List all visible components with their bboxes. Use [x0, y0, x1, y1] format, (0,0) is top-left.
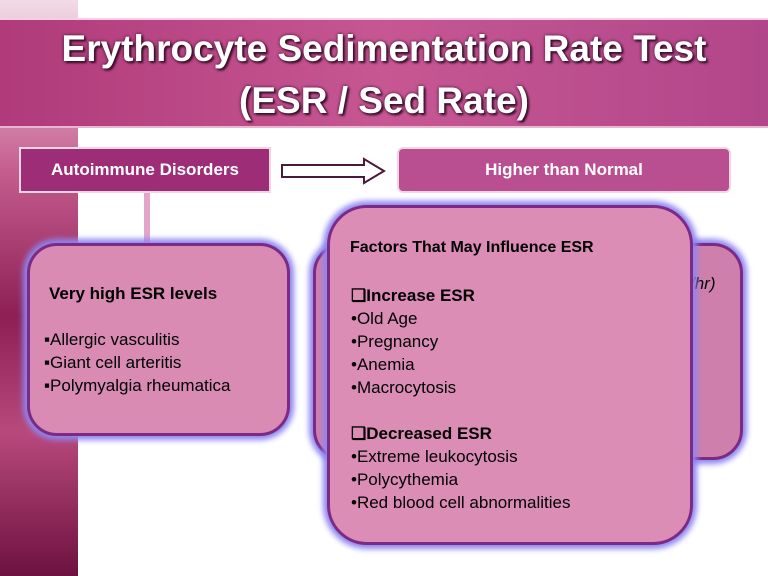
list-item: •Anemia [351, 355, 415, 374]
left-card [27, 243, 290, 436]
source-box: Autoimmune Disorders [19, 147, 271, 193]
connector [144, 193, 150, 243]
source-label: Autoimmune Disorders [51, 160, 239, 179]
card-heading: Factors That May Influence ESR [350, 239, 594, 256]
factors-card [327, 205, 693, 545]
list-item: ▪Allergic vasculitis [44, 330, 180, 349]
fragment: /hr) [690, 274, 716, 293]
group-heading: ❑Increase ESR [351, 286, 475, 305]
title-banner [0, 18, 768, 128]
result-box: Higher than Normal [397, 147, 731, 193]
title-line: (ESR / Sed Rate) [239, 80, 529, 121]
list-item: •Pregnancy [351, 332, 439, 351]
list-item: •Old Age [351, 309, 418, 328]
list-item: ▪Giant cell arteritis [44, 353, 182, 372]
list-item: •Polycythemia [351, 470, 459, 489]
list-item: ▪Polymyalgia rheumatica [44, 376, 231, 395]
result-label: Higher than Normal [485, 160, 643, 179]
list-item: •Extreme leukocytosis [351, 447, 518, 466]
group-heading: ❑Decreased ESR [351, 424, 492, 443]
card-heading: Very high ESR levels [49, 284, 218, 303]
title-line: Erythrocyte Sedimentation Rate Test [61, 28, 707, 69]
list-item: •Red blood cell abnormalities [351, 493, 571, 512]
list-item: •Macrocytosis [351, 378, 457, 397]
arrow [281, 157, 386, 185]
